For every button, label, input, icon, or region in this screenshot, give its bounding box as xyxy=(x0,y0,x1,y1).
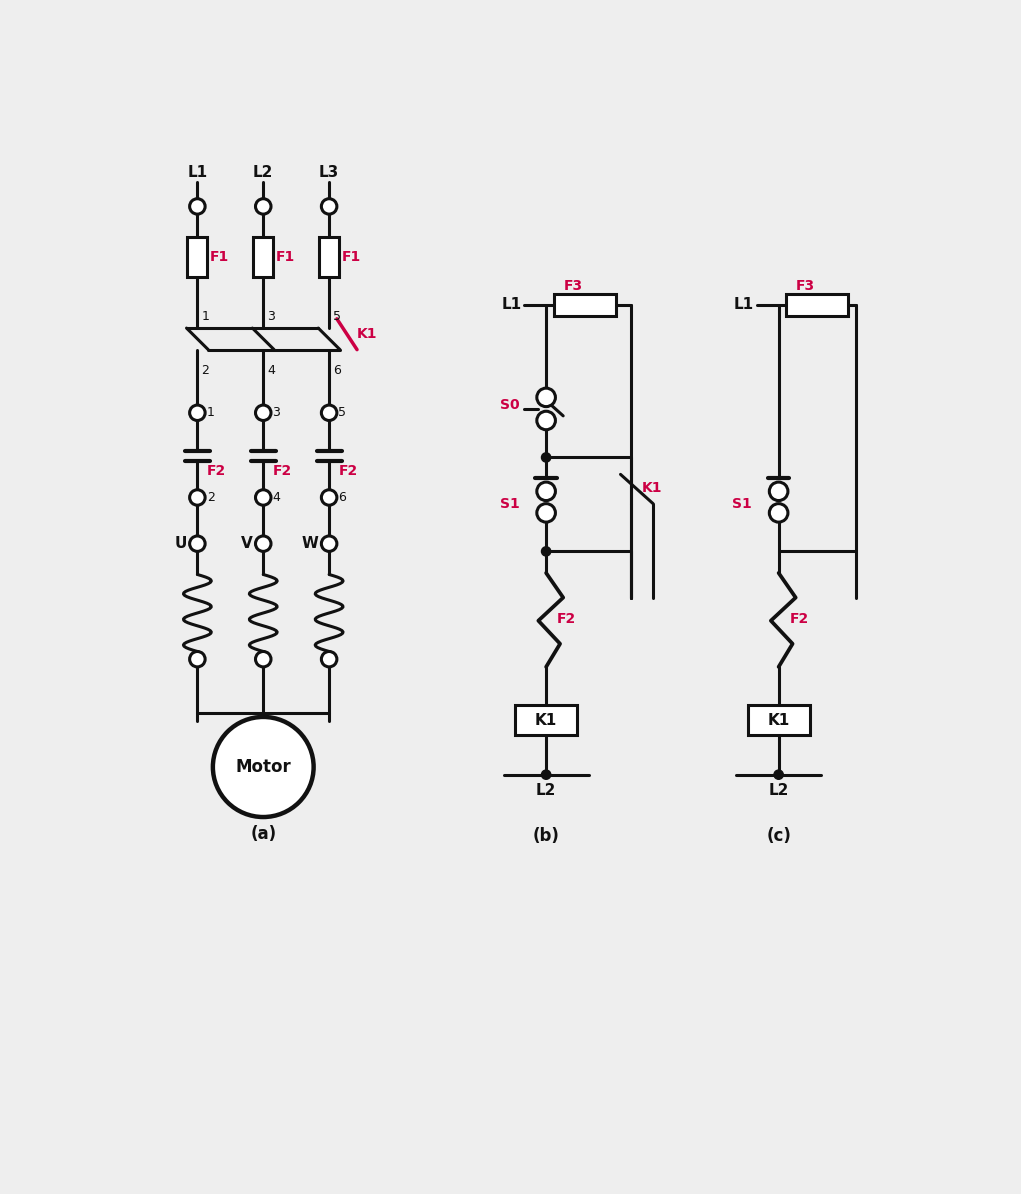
Text: F3: F3 xyxy=(564,278,583,293)
Text: F1: F1 xyxy=(342,251,360,264)
Text: L1: L1 xyxy=(501,297,522,313)
Text: 3: 3 xyxy=(273,406,281,419)
Circle shape xyxy=(322,652,337,667)
Text: 6: 6 xyxy=(338,491,346,504)
Circle shape xyxy=(774,770,783,780)
Text: F2: F2 xyxy=(206,463,226,478)
Text: W: W xyxy=(301,536,319,552)
Circle shape xyxy=(322,198,337,214)
Text: S1: S1 xyxy=(499,497,520,511)
Text: 4: 4 xyxy=(268,364,275,377)
Circle shape xyxy=(322,536,337,552)
Text: (b): (b) xyxy=(533,827,560,845)
Text: L1: L1 xyxy=(734,297,753,313)
Circle shape xyxy=(770,482,788,500)
Text: K1: K1 xyxy=(768,713,790,727)
Circle shape xyxy=(255,652,271,667)
Text: K1: K1 xyxy=(535,713,557,727)
Circle shape xyxy=(322,405,337,420)
Text: U: U xyxy=(175,536,187,552)
Text: L3: L3 xyxy=(319,165,339,180)
Circle shape xyxy=(537,482,555,500)
Text: F2: F2 xyxy=(789,613,809,626)
Text: L2: L2 xyxy=(253,165,274,180)
Text: S1: S1 xyxy=(732,497,751,511)
Circle shape xyxy=(255,536,271,552)
Text: 2: 2 xyxy=(206,491,214,504)
Text: 6: 6 xyxy=(333,364,341,377)
Text: 5: 5 xyxy=(333,310,341,324)
Bar xyxy=(553,294,616,315)
Text: 4: 4 xyxy=(273,491,281,504)
Text: F2: F2 xyxy=(273,463,292,478)
Text: L2: L2 xyxy=(769,782,789,798)
Text: K1: K1 xyxy=(357,327,378,341)
Circle shape xyxy=(190,198,205,214)
Bar xyxy=(319,238,339,277)
Text: 2: 2 xyxy=(201,364,209,377)
Circle shape xyxy=(541,770,550,780)
Bar xyxy=(187,238,207,277)
Bar xyxy=(786,294,848,315)
Bar xyxy=(516,706,577,734)
Circle shape xyxy=(537,504,555,522)
Circle shape xyxy=(537,388,555,407)
Text: L2: L2 xyxy=(536,782,556,798)
Circle shape xyxy=(255,198,271,214)
Text: 1: 1 xyxy=(206,406,214,419)
Circle shape xyxy=(255,490,271,505)
Circle shape xyxy=(190,536,205,552)
Circle shape xyxy=(190,405,205,420)
Circle shape xyxy=(537,411,555,430)
Text: Motor: Motor xyxy=(236,758,291,776)
Text: V: V xyxy=(241,536,252,552)
Bar xyxy=(747,706,810,734)
Circle shape xyxy=(541,453,550,462)
Text: K1: K1 xyxy=(642,481,663,496)
Text: 5: 5 xyxy=(338,406,346,419)
Circle shape xyxy=(190,490,205,505)
Circle shape xyxy=(212,716,313,817)
Text: 1: 1 xyxy=(201,310,209,324)
Text: S0: S0 xyxy=(499,398,520,412)
Text: 3: 3 xyxy=(268,310,275,324)
Text: F3: F3 xyxy=(796,278,816,293)
Text: F2: F2 xyxy=(557,613,576,626)
Circle shape xyxy=(255,405,271,420)
Text: F2: F2 xyxy=(338,463,357,478)
Text: (a): (a) xyxy=(250,825,277,843)
Circle shape xyxy=(190,652,205,667)
Text: F1: F1 xyxy=(276,251,295,264)
Circle shape xyxy=(770,504,788,522)
Bar xyxy=(253,238,274,277)
Circle shape xyxy=(541,547,550,556)
Text: L1: L1 xyxy=(187,165,207,180)
Text: (c): (c) xyxy=(766,827,791,845)
Circle shape xyxy=(322,490,337,505)
Text: F1: F1 xyxy=(209,251,229,264)
